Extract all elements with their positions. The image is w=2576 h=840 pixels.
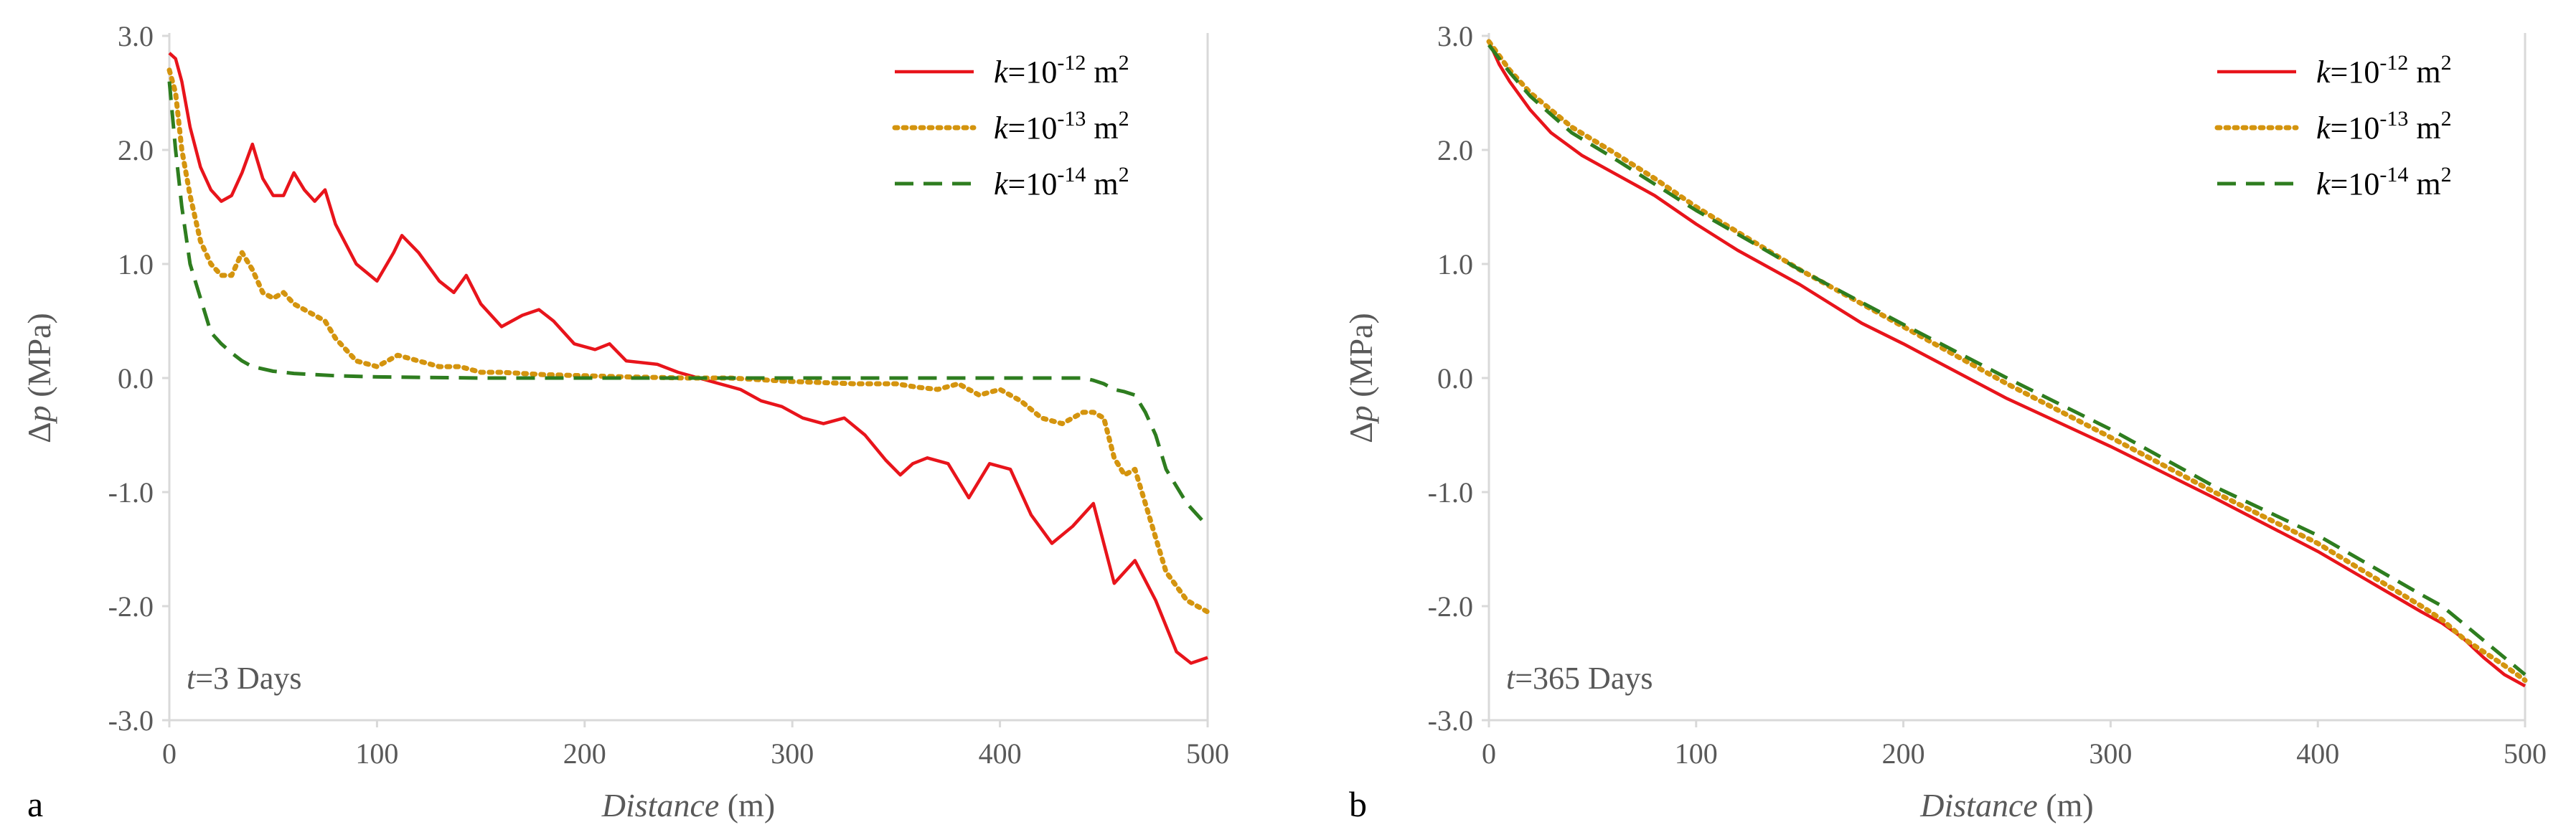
x-tick-label: 300	[2089, 737, 2132, 770]
y-tick-label: -2.0	[1428, 590, 1473, 623]
y-axis-title: Δp (MPa)	[1343, 313, 1379, 443]
y-axis-title-var: p	[21, 405, 57, 424]
y-axis-title-unit: (MPa)	[1343, 313, 1379, 405]
legend-eq: =10	[2331, 110, 2380, 146]
legend-unit-exp: 2	[1119, 163, 1129, 187]
legend-unit-exp: 2	[2441, 163, 2452, 187]
legend-eq: =10	[2331, 166, 2380, 202]
legend-exp: -13	[2379, 107, 2408, 131]
legend-unit-exp: 2	[2441, 107, 2452, 131]
series-line--13	[1486, 39, 2528, 683]
x-tick-label: 500	[1186, 737, 1229, 770]
legend-var: k	[2316, 110, 2331, 146]
series-line--14	[1487, 44, 2526, 676]
legend-label: k=10-13 m2	[2316, 107, 2452, 146]
y-tick-label: 3.0	[1437, 20, 1473, 52]
panel-label: b	[1349, 784, 1367, 824]
chart-panel-a: 3.0 2.0 1.0 0.0 -1.0 -2.0 -3.00 100 200 300 400 500…	[21, 20, 1229, 824]
legend-exp: -14	[1057, 163, 1086, 187]
time-annotation: t=3 Days	[187, 661, 301, 696]
legend-unit-exp: 2	[2441, 51, 2452, 75]
legend-eq: =10	[1008, 110, 1058, 146]
x-axis-title: Distance (m)	[601, 787, 775, 824]
x-axis-title-unit: (m)	[719, 787, 775, 824]
y-tick-label: -1.0	[108, 476, 154, 509]
legend-exp: -12	[2379, 51, 2408, 75]
y-axis-title-prefix: Δ	[21, 422, 57, 443]
annotation-text: =3 Days	[195, 661, 301, 696]
legend-var: k	[2316, 166, 2331, 202]
x-tick-label: 400	[979, 737, 1022, 770]
legend-var: k	[994, 55, 1009, 90]
legend-label: k=10-13 m2	[994, 107, 1129, 146]
legend-exp: -12	[1057, 51, 1086, 75]
y-axis-title-prefix: Δ	[1343, 422, 1379, 443]
legend-unit-exp: 2	[1119, 107, 1129, 131]
legend: k=10-12 m2k=10-13 m2k=10-14 m2	[892, 51, 1129, 202]
legend-unit-exp: 2	[1119, 51, 1129, 75]
y-tick-label: -3.0	[1428, 704, 1473, 737]
legend-var: k	[994, 166, 1009, 202]
y-tick-label: -1.0	[1428, 476, 1473, 509]
x-tick-label: 100	[1675, 737, 1718, 770]
legend-eq: =10	[2331, 55, 2380, 90]
y-tick-label: -2.0	[108, 590, 154, 623]
series-line--14	[167, 81, 1209, 528]
legend-label: k=10-14 m2	[994, 163, 1129, 202]
panel-label: a	[27, 784, 43, 824]
x-axis-title-main: Distance	[601, 787, 720, 824]
y-tick-label: 2.0	[118, 134, 154, 166]
legend-unit: m	[1086, 110, 1118, 146]
x-tick-label: 200	[563, 737, 606, 770]
x-tick-label: 0	[1482, 737, 1496, 770]
legend-exp: -13	[1057, 107, 1086, 131]
annotation-var: t	[1506, 661, 1516, 696]
x-tick-label: 400	[2296, 737, 2339, 770]
series-line--12	[168, 52, 1208, 665]
y-tick-label: 2.0	[1437, 134, 1473, 166]
x-tick-label: 300	[771, 737, 814, 770]
x-axis-title: Distance (m)	[1919, 787, 2093, 824]
annotation-text: =365 Days	[1515, 661, 1653, 696]
x-tick-label: 500	[2504, 737, 2547, 770]
x-tick-label: 0	[162, 737, 177, 770]
chart-panel-b: 3.0 2.0 1.0 0.0 -1.0 -2.0 -3.0 0 100 200 300 400 500…	[1343, 20, 2547, 824]
legend-unit: m	[2408, 55, 2440, 90]
legend-var: k	[2316, 55, 2331, 90]
x-tick-label: 100	[355, 737, 398, 770]
legend-unit: m	[1086, 166, 1118, 202]
legend: k=10-12 m2k=10-13 m2k=10-14 m2	[2214, 51, 2452, 202]
x-axis-title-unit: (m)	[2038, 787, 2094, 824]
legend-label: k=10-14 m2	[2316, 163, 2452, 202]
y-tick-label: 3.0	[118, 20, 154, 52]
legend-var: k	[994, 110, 1009, 146]
annotation-var: t	[187, 661, 197, 696]
y-tick-label: 0.0	[1437, 362, 1473, 395]
y-axis-title-unit: (MPa)	[21, 313, 57, 405]
y-tick-label: 1.0	[118, 248, 154, 280]
time-annotation: t=365 Days	[1506, 661, 1653, 696]
y-tick-label: 1.0	[1437, 248, 1473, 280]
series-line--13	[166, 67, 1211, 615]
legend-exp: -14	[2379, 163, 2408, 187]
legend-eq: =10	[1008, 166, 1058, 202]
y-axis-title-var: p	[1343, 405, 1379, 424]
y-tick-label: 0.0	[118, 362, 154, 395]
legend-eq: =10	[1008, 55, 1058, 90]
y-tick-label: -3.0	[108, 704, 154, 737]
legend-unit: m	[2408, 166, 2440, 202]
legend-label: k=10-12 m2	[2316, 51, 2452, 90]
legend-unit: m	[2408, 110, 2440, 146]
y-axis-title: Δp (MPa)	[21, 313, 57, 443]
legend-unit: m	[1086, 55, 1118, 90]
x-axis-title-main: Distance	[1919, 787, 2038, 824]
legend-label: k=10-12 m2	[994, 51, 1129, 90]
x-tick-label: 200	[1882, 737, 1925, 770]
